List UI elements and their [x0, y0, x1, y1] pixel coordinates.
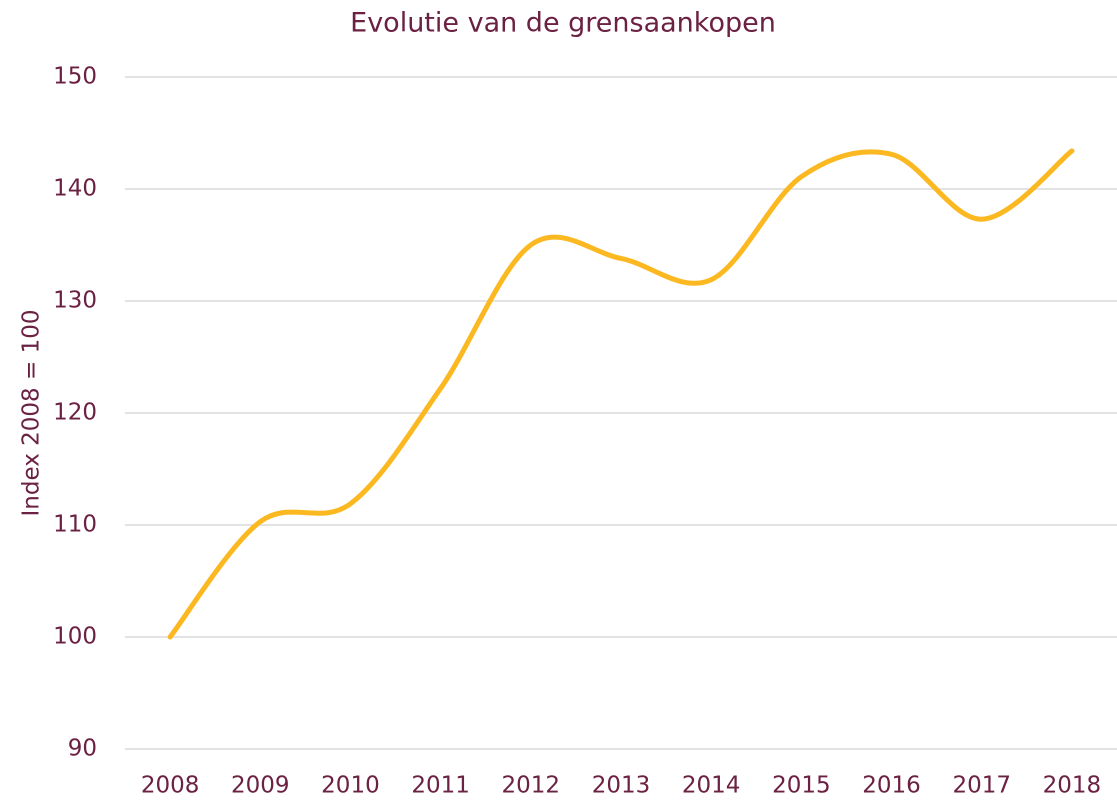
y-tick-label: 90 [68, 736, 97, 762]
y-tick-label: 130 [53, 288, 97, 314]
y-axis-label: Index 2008 = 100 [19, 310, 45, 517]
x-tick-label: 2008 [141, 773, 200, 799]
line [167, 148, 1075, 640]
y-tick-label: 120 [53, 400, 97, 426]
x-tick-label: 2015 [772, 773, 831, 799]
y-tick-label: 140 [53, 176, 97, 202]
x-tick-label: 2011 [411, 773, 470, 799]
x-tick-label: 2018 [1043, 773, 1102, 799]
y-tick-label: 100 [53, 624, 97, 650]
x-tick-label: 2013 [592, 773, 651, 799]
x-tick-label: 2016 [862, 773, 921, 799]
x-tick-label: 2009 [231, 773, 290, 799]
x-tick-label: 2017 [952, 773, 1011, 799]
x-tick-label: 2010 [321, 773, 380, 799]
chart-title: Evolutie van de grensaankopen [350, 8, 776, 39]
x-tick-label: 2014 [682, 773, 741, 799]
y-tick-label: 150 [53, 64, 97, 90]
x-tick-label: 2012 [502, 773, 561, 799]
y-tick-label: 110 [53, 512, 97, 538]
